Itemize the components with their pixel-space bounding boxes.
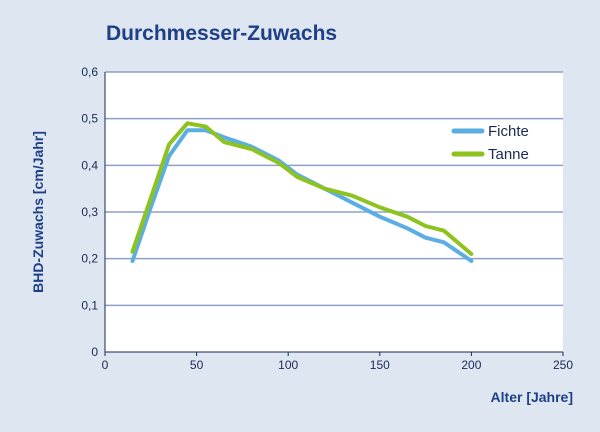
legend: Fichte Tanne: [451, 123, 529, 163]
x-tick-label: 100: [278, 358, 298, 372]
grid-lines: [104, 71, 563, 353]
y-tick-labels: 0 0,1 0,2 0,3 0,4 0,5 0,6: [81, 65, 98, 359]
y-tick-label: 0: [91, 345, 98, 359]
legend-label-fichte: Fichte: [488, 123, 529, 140]
x-tick-label: 150: [370, 358, 390, 372]
legend-label-tanne: Tanne: [488, 146, 529, 163]
y-tick-label: 0,5: [81, 112, 98, 126]
y-tick-label: 0,1: [81, 298, 98, 312]
x-tick-labels: 0 50 100 150 200 250: [102, 352, 573, 372]
x-tick-label: 0: [102, 358, 109, 372]
chart-title: Durchmesser-Zuwachs: [106, 22, 338, 45]
series-line-tanne: [130, 121, 474, 256]
y-tick-label: 0,6: [81, 65, 98, 79]
y-tick-label: 0,2: [81, 252, 98, 266]
y-axis-label: BHD-Zuwachs [cm/Jahr]: [30, 131, 46, 293]
x-tick-label: 250: [553, 358, 573, 372]
x-axis-label: Alter [Jahre]: [491, 389, 573, 405]
y-tick-label: 0,4: [81, 158, 98, 172]
x-tick-label: 200: [461, 358, 481, 372]
series-lines: [130, 121, 474, 263]
x-tick-label: 50: [190, 358, 204, 372]
y-tick-label: 0,3: [81, 205, 98, 219]
